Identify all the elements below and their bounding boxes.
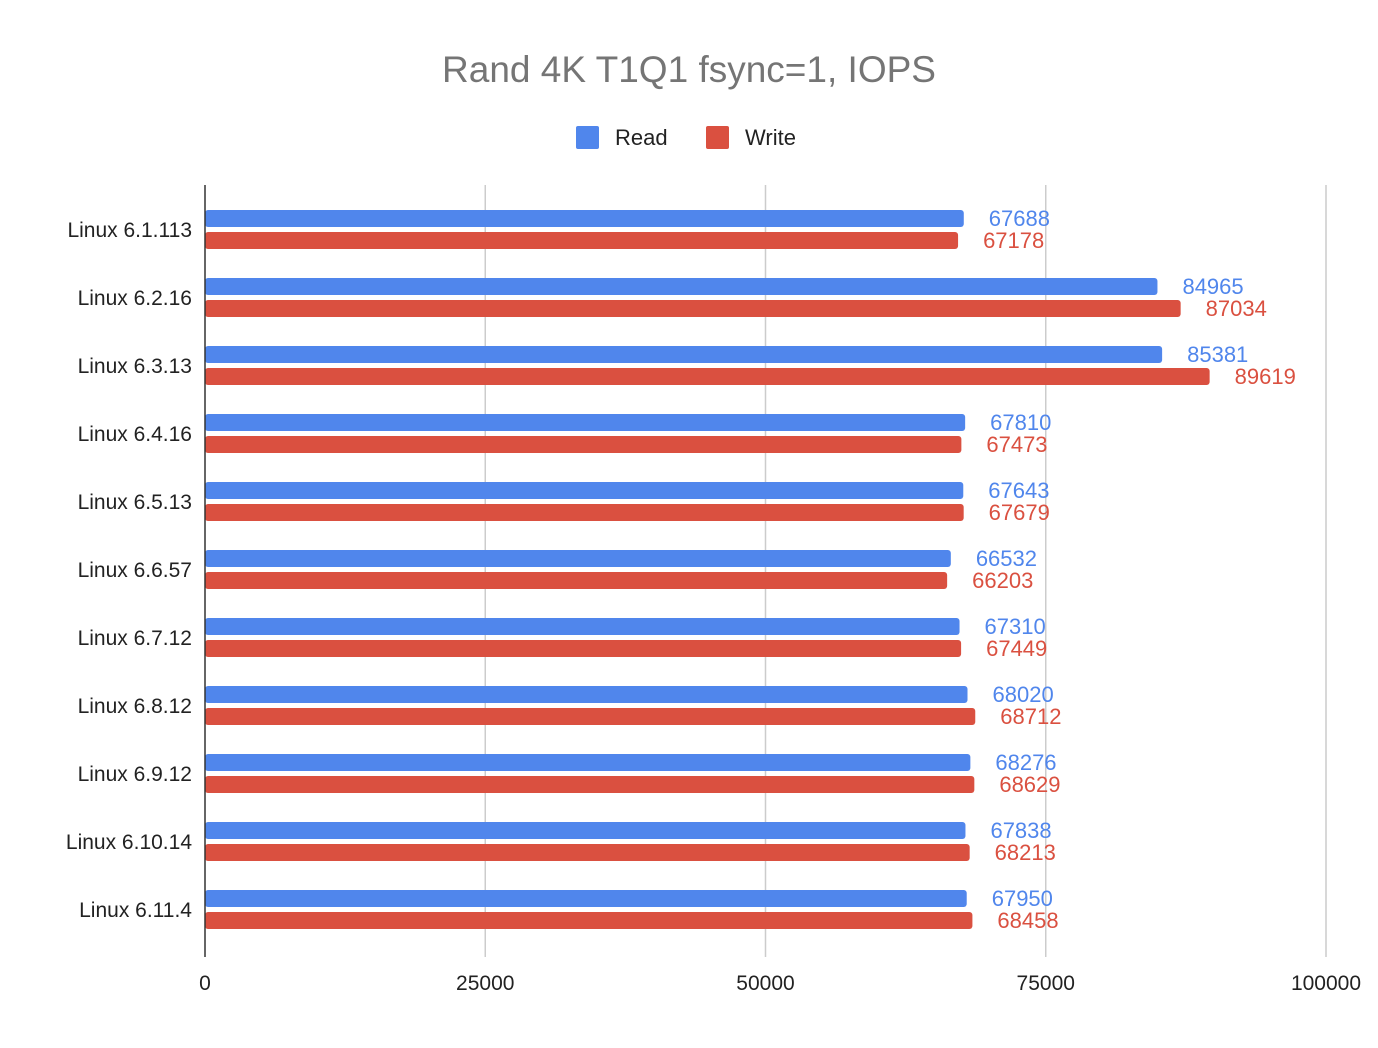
bar-write [205, 844, 970, 861]
bars [205, 210, 1210, 929]
bar-read [205, 618, 960, 635]
bar-write [205, 776, 975, 793]
data-label-write: 67473 [986, 432, 1047, 457]
data-label-read: 67310 [985, 614, 1046, 639]
x-tick-label: 25000 [456, 972, 514, 995]
data-label-read: 68020 [993, 682, 1054, 707]
bar-write [205, 640, 962, 657]
bar-write [205, 300, 1181, 317]
category-label: Linux 6.6.57 [78, 559, 192, 582]
data-label-write: 66203 [972, 568, 1033, 593]
legend-swatch-read [576, 126, 599, 149]
bar-read [205, 210, 964, 227]
category-label: Linux 6.5.13 [78, 491, 192, 514]
data-label-read: 84965 [1182, 274, 1243, 299]
data-label-write: 67449 [986, 636, 1047, 661]
bar-write [205, 912, 973, 929]
x-axis-ticks: 0 25000 50000 75000 100000 [199, 972, 1361, 995]
x-tick-label: 0 [199, 972, 211, 995]
bar-write [205, 436, 962, 453]
data-label-read: 67810 [990, 410, 1051, 435]
data-label-write: 68629 [999, 772, 1060, 797]
category-label: Linux 6.11.4 [79, 899, 192, 922]
bar-read [205, 346, 1163, 363]
bar-read [205, 822, 966, 839]
data-label-write: 87034 [1206, 296, 1267, 321]
category-label: Linux 6.10.14 [66, 831, 192, 854]
bar-read [205, 278, 1158, 295]
data-label-write: 68458 [997, 908, 1058, 933]
bar-read [205, 414, 966, 431]
bar-write [205, 708, 976, 725]
category-label: Linux 6.9.12 [78, 763, 192, 786]
bar-write [205, 504, 964, 521]
category-label: Linux 6.8.12 [78, 695, 192, 718]
data-label-write: 67679 [989, 500, 1050, 525]
bar-read [205, 550, 951, 567]
data-label-write: 89619 [1235, 364, 1296, 389]
data-label-read: 68276 [995, 750, 1056, 775]
x-tick-label: 100000 [1291, 972, 1361, 995]
data-label-read: 67688 [989, 206, 1050, 231]
data-label-read: 85381 [1187, 342, 1248, 367]
category-label: Linux 6.1.113 [67, 219, 192, 242]
category-label: Linux 6.7.12 [78, 627, 192, 650]
bar-read [205, 754, 971, 771]
legend-label-read: Read [615, 125, 668, 150]
x-tick-label: 75000 [1017, 972, 1075, 995]
category-label: Linux 6.3.13 [78, 355, 192, 378]
bar-read [205, 686, 968, 703]
data-label-read: 67950 [992, 886, 1053, 911]
category-label: Linux 6.2.16 [78, 287, 192, 310]
legend-swatch-write [706, 126, 729, 149]
data-label-read: 67838 [990, 818, 1051, 843]
category-label: Linux 6.4.16 [78, 423, 192, 446]
data-label-write: 67178 [983, 228, 1044, 253]
chart-title: Rand 4K T1Q1 fsync=1, IOPS [442, 49, 936, 90]
category-labels: Linux 6.1.113 Linux 6.2.16 Linux 6.3.13 Lin… [66, 219, 192, 922]
x-tick-label: 50000 [736, 972, 794, 995]
legend-label-write: Write [745, 125, 796, 150]
data-label-write: 68213 [995, 840, 1056, 865]
bar-write [205, 232, 959, 249]
legend: Read Write [576, 125, 796, 150]
data-label-read: 67643 [988, 478, 1049, 503]
data-label-write: 68712 [1000, 704, 1061, 729]
bar-read [205, 890, 967, 907]
data-label-read: 66532 [976, 546, 1037, 571]
bar-write [205, 572, 948, 589]
bar-write [205, 368, 1210, 385]
bar-read [205, 482, 964, 499]
